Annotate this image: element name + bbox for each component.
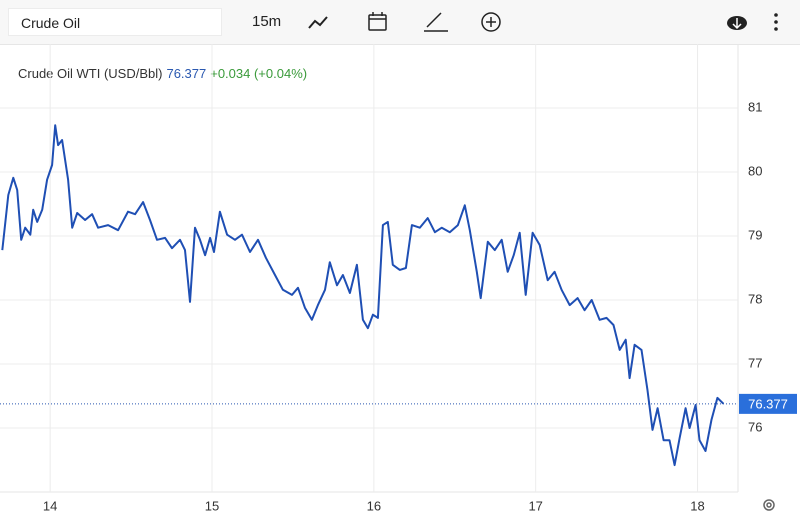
- change: +0.034 (+0.04%): [210, 66, 308, 81]
- x-tick-label: 14: [43, 498, 57, 513]
- add-icon[interactable]: [481, 12, 501, 32]
- download-icon[interactable]: [727, 16, 747, 30]
- toolbar-icons: [308, 12, 778, 32]
- settings-icon[interactable]: [763, 499, 775, 511]
- y-tick-label: 79: [748, 227, 762, 242]
- y-tick-label: 78: [748, 291, 762, 306]
- interval-button[interactable]: 15m: [252, 13, 282, 30]
- x-tick-label: 18: [690, 498, 704, 513]
- toolbar: Crude Oil 15m: [0, 0, 800, 45]
- chart-title: Crude Oil WTI (USD/Bbl): [18, 66, 163, 81]
- price-line: [1, 124, 725, 467]
- last-value-tag: [739, 393, 797, 414]
- y-tick-label: 80: [748, 163, 762, 178]
- chart: 76 77 78 79 80 81 14 15 16 17 18 76.377: [0, 44, 797, 513]
- draw-icon[interactable]: [424, 12, 448, 32]
- calendar-icon[interactable]: [368, 12, 387, 31]
- y-tick-label: 77: [748, 355, 762, 370]
- grid: [0, 44, 738, 492]
- menu-icon[interactable]: [774, 13, 778, 31]
- chart-header: Crude Oil WTI (USD/Bbl) 76.377 +0.034 (+0.…: [18, 66, 311, 81]
- x-tick-label: 15: [205, 498, 219, 513]
- last-value: 76.377: [166, 66, 207, 81]
- y-tick-label: 81: [748, 99, 762, 114]
- x-tick-label: 16: [367, 498, 381, 513]
- search-box[interactable]: Crude Oil: [8, 8, 222, 36]
- y-tick-label: 76: [748, 419, 762, 434]
- x-tick-label: 17: [528, 498, 542, 513]
- last-value-label: 76.377: [748, 396, 788, 411]
- chart-type-icon[interactable]: [308, 16, 328, 29]
